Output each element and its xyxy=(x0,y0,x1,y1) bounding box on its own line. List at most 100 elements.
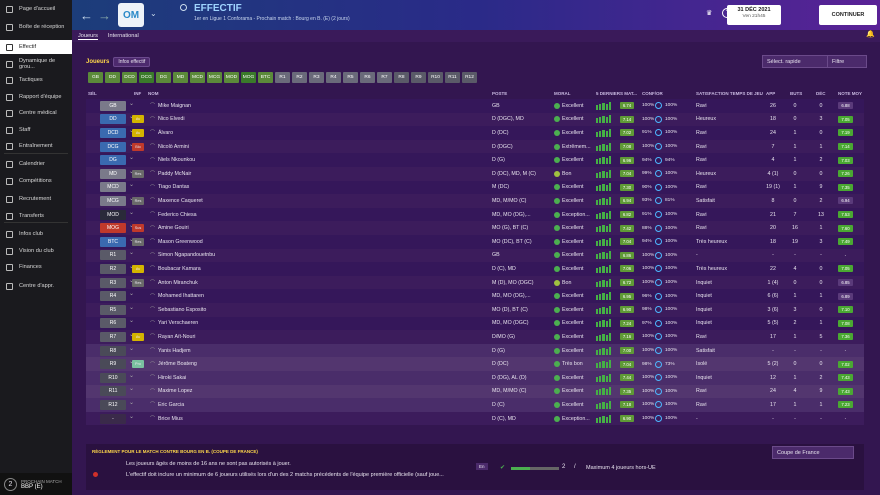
position-select[interactable]: MOD xyxy=(100,209,134,220)
position-select[interactable]: R1 xyxy=(100,249,134,261)
continue-button[interactable]: CONTINUER xyxy=(819,5,877,25)
position-filter-r8[interactable]: R8 xyxy=(394,72,409,83)
sidebar-item-dynamique-de-grou[interactable]: Dynamique de grou... xyxy=(0,57,72,71)
column-header[interactable]: INF xyxy=(134,91,142,96)
column-header[interactable]: BUTS xyxy=(790,91,803,96)
table-row[interactable]: DG ⌒Niels Nkounkou D (G) Excellent 6.96 94% 94… xyxy=(86,153,864,167)
star-icon[interactable] xyxy=(180,4,187,11)
column-header[interactable]: NOTE MOY xyxy=(838,91,863,96)
notification-bell-icon[interactable]: 🔔 xyxy=(866,31,875,38)
player-name[interactable]: Yari Verschaeren xyxy=(158,320,199,327)
position-select[interactable]: R9 xyxy=(100,358,134,370)
sidebar-item-centre-d-appr[interactable]: Centre d'appr. xyxy=(0,279,72,293)
player-name[interactable]: Federico Chiesa xyxy=(158,211,197,218)
column-header[interactable]: SATISFACTION TEMPS DE JEU xyxy=(696,91,763,96)
table-row[interactable]: R3Res ⌒Anton Miranchuk M (D), MO (DGC) Bon 6… xyxy=(86,275,864,290)
position-filter-dcd[interactable]: DCD xyxy=(122,72,137,83)
player-name[interactable]: Nico Elvedi xyxy=(158,116,185,123)
position-select[interactable]: R12 xyxy=(100,399,134,410)
table-row[interactable]: MOGSus ⌒Amine Gouiri MO (G), BT (C) Excelle… xyxy=(86,221,864,235)
sidebar-item-recrutement[interactable]: Recrutement xyxy=(0,192,72,206)
tab-joueurs[interactable]: Joueurs xyxy=(78,32,98,40)
table-row[interactable]: R2Av ⌒Boubacar Kamara D (C), MD Excellent 7.… xyxy=(86,262,864,276)
player-name[interactable]: Simon Ngapandouetnbu xyxy=(158,252,216,259)
position-filter-gb[interactable]: GB xyxy=(88,72,103,83)
position-filter-r4[interactable]: R4 xyxy=(326,72,341,83)
column-header[interactable]: DÉC xyxy=(816,91,826,96)
position-filter-mcd[interactable]: MCD xyxy=(190,72,205,83)
position-select[interactable]: R6 xyxy=(100,317,134,329)
column-header[interactable]: SÉL xyxy=(88,91,97,96)
player-name[interactable]: Mason Greenwood xyxy=(158,238,203,245)
table-row[interactable]: DDAv ⌒Nico Elvedi D (DGC), MD Excellent 7.14… xyxy=(86,112,864,127)
player-name[interactable]: Maxence Caqueret xyxy=(158,197,203,204)
position-select[interactable]: R8 xyxy=(100,345,134,356)
table-row[interactable]: MCD ⌒Tiago Dantas M (DC) Excellent 7.30 90% 10… xyxy=(86,180,864,195)
sidebar-item-calendrier[interactable]: Calendrier xyxy=(0,157,72,171)
next-match-box[interactable]: 2 PROCHAIN MATCH BBP (E) xyxy=(0,473,72,495)
table-row[interactable]: - ⌒Brice Mius D (C), MD Exception... 6.90 100… xyxy=(86,411,864,426)
table-row[interactable]: DCDAv ⌒Álvaro D (DC) Excellent 7.02 91% 100% Ra… xyxy=(86,126,864,140)
table-row[interactable]: DCGBlo ⌒Nicolò Armini D (DGC) Extrêmem... 7.… xyxy=(86,139,864,154)
table-row[interactable]: R1 ⌒Simon Ngapandouetnbu GB Excellent 6.86 10… xyxy=(86,248,864,263)
sidebar-item-compétitions[interactable]: Compétitions xyxy=(0,174,72,188)
player-name[interactable]: Anton Miranchuk xyxy=(158,279,198,286)
player-name[interactable]: Maxime Lopez xyxy=(158,388,193,395)
position-filter-mod[interactable]: MOD xyxy=(224,72,239,83)
trophy-icon[interactable]: ♛ xyxy=(706,10,713,17)
position-filter-r6[interactable]: R6 xyxy=(360,72,375,83)
position-filter-dg[interactable]: DG xyxy=(156,72,171,83)
position-filter-md[interactable]: MD xyxy=(173,72,188,83)
position-filter-r11[interactable]: R11 xyxy=(445,72,460,83)
player-name[interactable]: Nicolò Armini xyxy=(158,143,189,150)
position-filter-r10[interactable]: R10 xyxy=(428,72,443,83)
position-filter-r12[interactable]: R12 xyxy=(462,72,477,83)
competition-dropdown[interactable]: Coupe de France xyxy=(772,446,854,459)
position-select[interactable]: R11 xyxy=(100,385,134,397)
sidebar-item-effectif[interactable]: Effectif xyxy=(0,40,72,54)
table-row[interactable]: MDRes ⌒Paddy McNair D (DC), MD, M (C) Bon 7.… xyxy=(86,167,864,181)
date-box[interactable]: 31 DÉC 2021 Ven 21h45 xyxy=(727,5,781,25)
position-select[interactable]: BTC xyxy=(100,236,134,247)
position-filter-r5[interactable]: R5 xyxy=(343,72,358,83)
table-row[interactable]: GB ⌒Mike Maignan GB Excellent 6.74 100% 100% Ra… xyxy=(86,99,864,113)
table-row[interactable]: MOD ⌒Federico Chiesa MD, MO (DG),... Except… xyxy=(86,207,864,222)
position-select[interactable]: DG xyxy=(100,154,134,166)
back-arrow-icon[interactable]: ← xyxy=(80,8,93,23)
player-name[interactable]: Boubacar Kamara xyxy=(158,265,201,272)
filter-dropdown[interactable]: Filtre xyxy=(827,55,867,68)
table-row[interactable]: R4 ⌒Mohamed Ihattaren MD, MO (DG),... Excel… xyxy=(86,289,864,303)
sidebar-item-centre-médical[interactable]: Centre médical xyxy=(0,106,72,120)
club-logo[interactable]: OM xyxy=(118,3,144,27)
position-select[interactable]: - xyxy=(100,413,134,424)
table-row[interactable]: BTCRes ⌒Mason Greenwood MO (DC), BT (C) Exc… xyxy=(86,235,864,249)
player-name[interactable]: Tiago Dantas xyxy=(158,184,190,191)
position-select[interactable]: MD xyxy=(100,168,134,179)
sidebar-item-staff[interactable]: Staff xyxy=(0,123,72,137)
table-row[interactable]: R8 ⌒Yanis Hadjem D (G) Excellent 7.00 100% 100… xyxy=(86,343,864,358)
player-name[interactable]: Hiroki Sakai xyxy=(158,374,187,381)
table-row[interactable]: R6 ⌒Yari Verschaeren MD, MO (DGC) Excellent… xyxy=(86,316,864,331)
sidebar-item-finances[interactable]: Finances xyxy=(0,260,72,274)
position-filter-dd[interactable]: DD xyxy=(105,72,120,83)
column-header[interactable]: POSTE xyxy=(492,91,508,96)
sidebar-item-rapport-d-équipe[interactable]: Rapport d'équipe xyxy=(0,90,72,104)
infos-effectif-dropdown[interactable]: Infos effectif xyxy=(113,57,151,67)
player-name[interactable]: Álvaro xyxy=(158,129,174,136)
player-name[interactable]: Niels Nkounkou xyxy=(158,157,196,164)
position-select[interactable]: R3 xyxy=(100,277,134,288)
position-select[interactable]: R2 xyxy=(100,263,134,274)
position-filter-mcg[interactable]: MCG xyxy=(207,72,222,83)
column-header[interactable]: APP xyxy=(766,91,776,96)
column-header[interactable]: CONF/OR xyxy=(642,91,663,96)
position-select[interactable]: DCG xyxy=(100,141,134,152)
position-select[interactable]: R7 xyxy=(100,331,134,342)
position-select[interactable]: GB xyxy=(100,100,134,111)
player-name[interactable]: Rayan Aït-Nouri xyxy=(158,333,196,340)
position-select[interactable]: MCG xyxy=(100,195,134,206)
position-filter-mog[interactable]: MOG xyxy=(241,72,256,83)
sidebar-item-infos-club[interactable]: Infos club xyxy=(0,227,72,241)
player-name[interactable]: Mohamed Ihattaren xyxy=(158,293,204,300)
position-filter-btc[interactable]: BTC xyxy=(258,72,273,83)
player-name[interactable]: Jérôme Boateng xyxy=(158,361,197,368)
